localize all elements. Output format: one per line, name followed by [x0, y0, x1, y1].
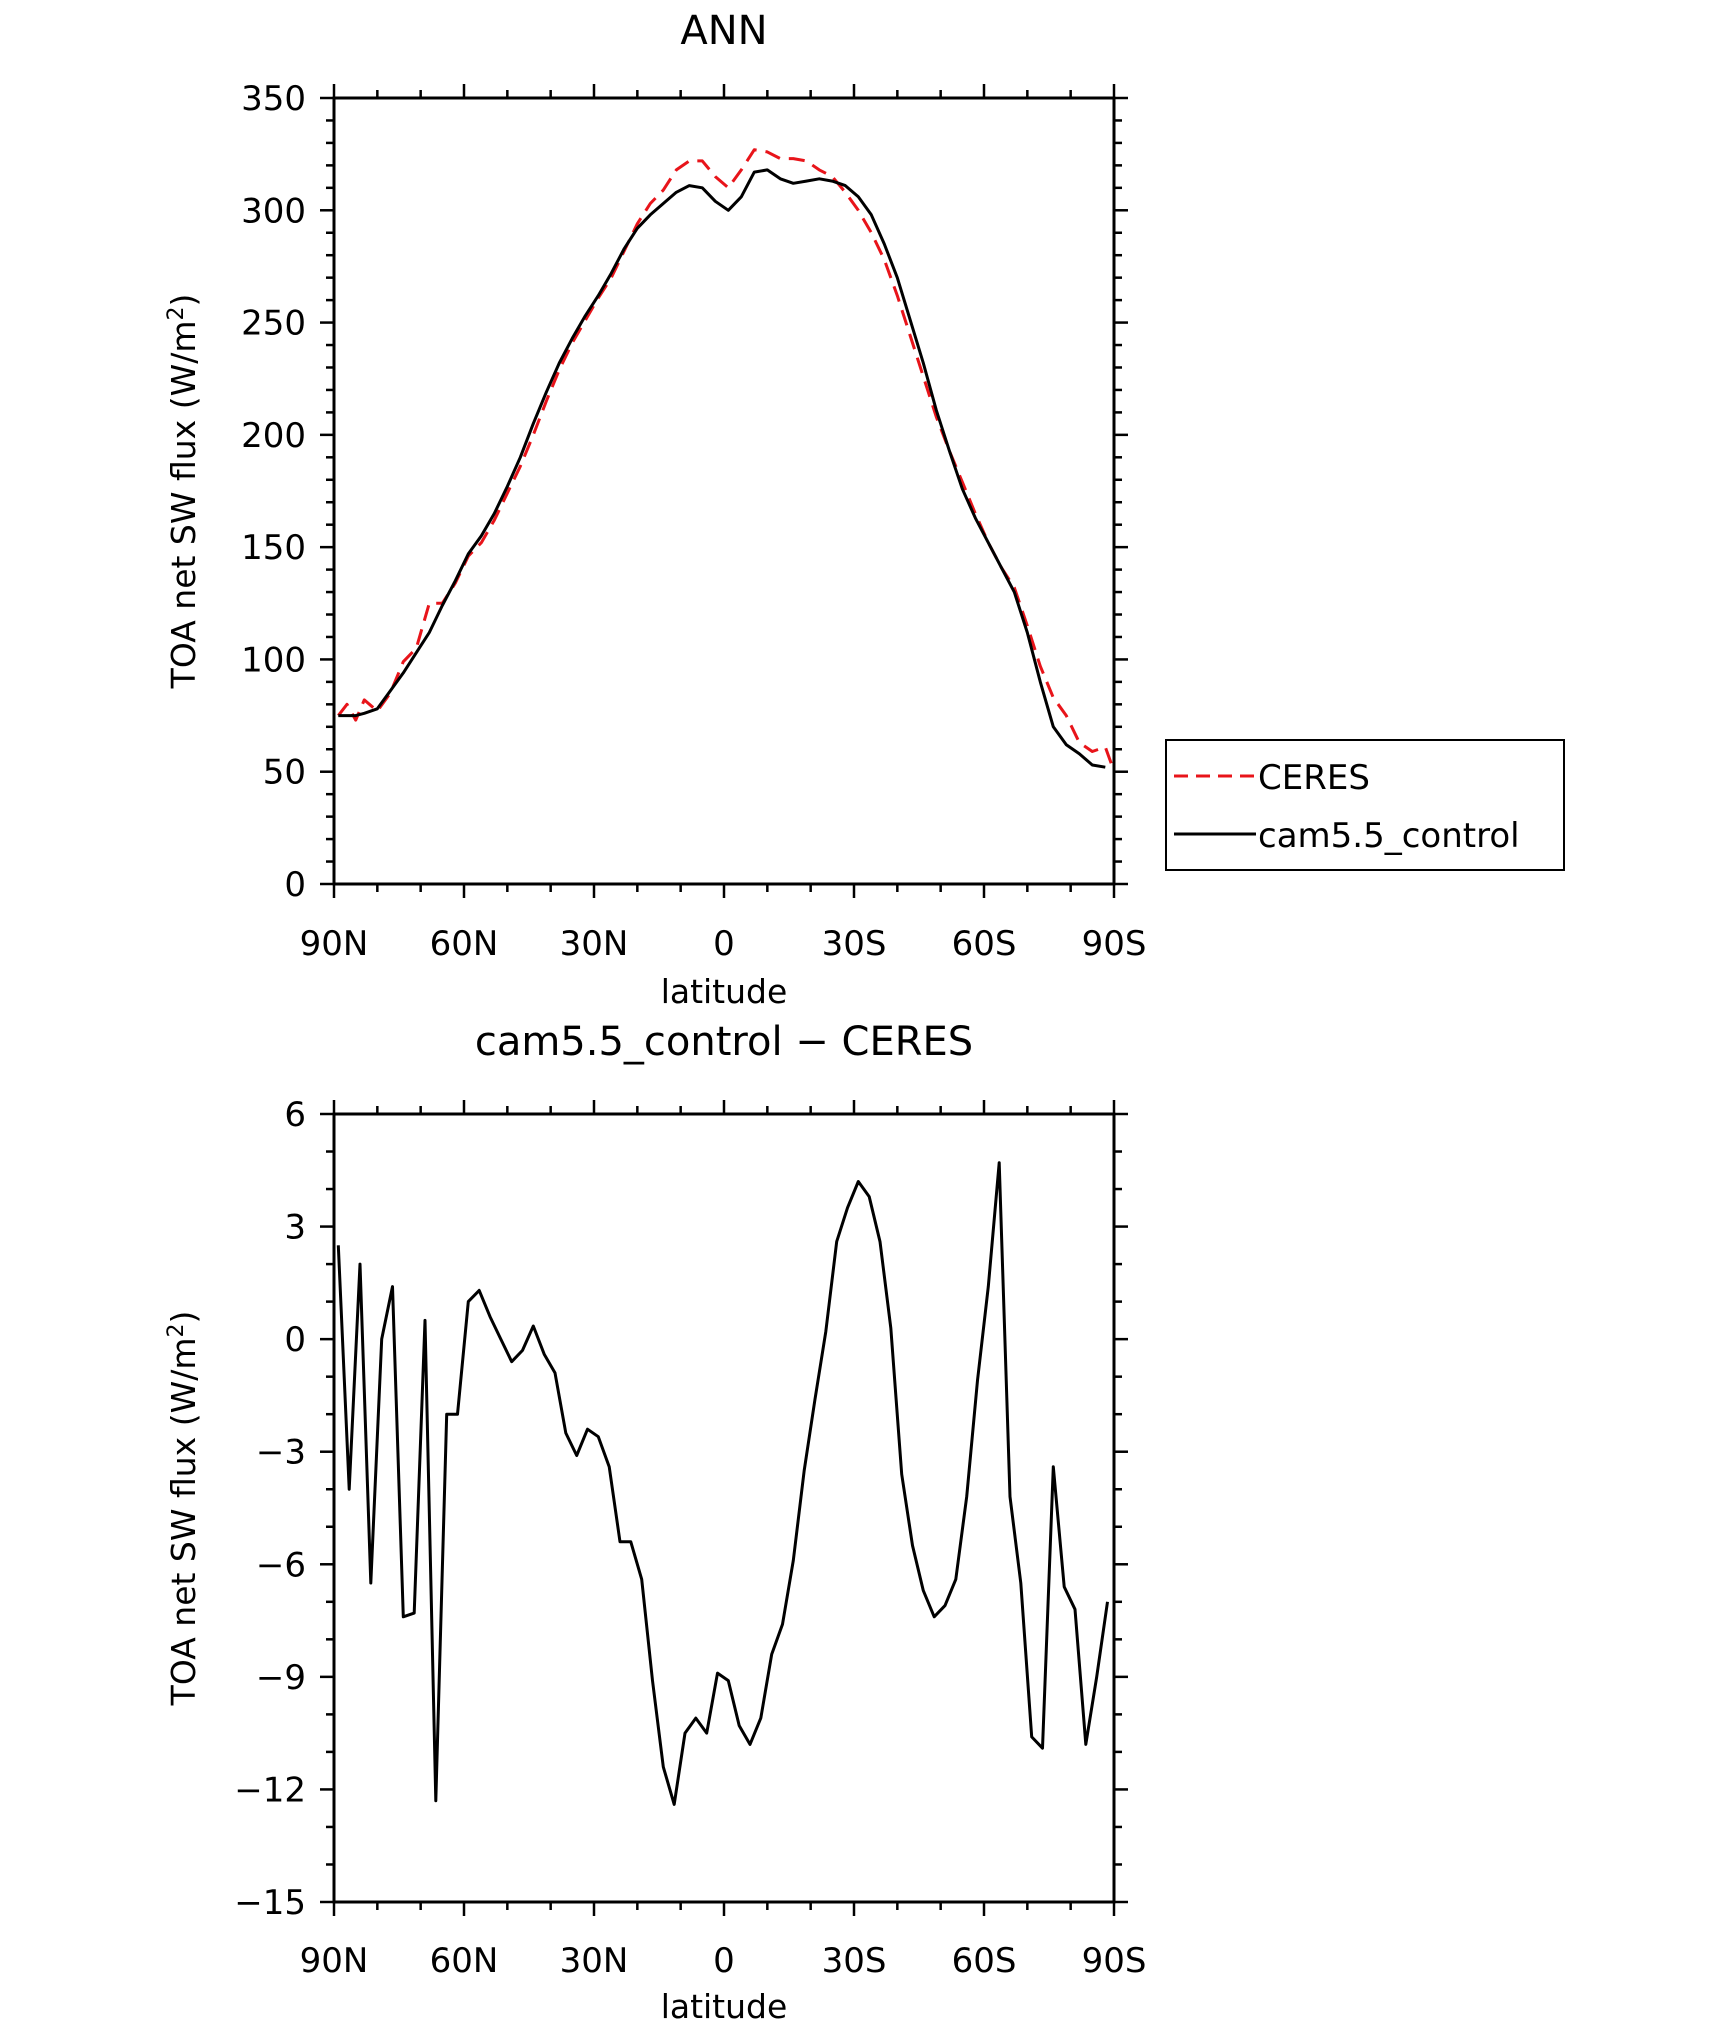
x-axis-label: latitude	[661, 972, 788, 1011]
x-tick-label: 90S	[1082, 924, 1147, 964]
y-tick-label: 6	[284, 1095, 306, 1135]
x-tick-label: 60S	[952, 1941, 1017, 1981]
x-tick-label: 30S	[822, 1941, 887, 1981]
y-tick-label: 0	[284, 865, 306, 905]
x-tick-label: 0	[713, 1941, 735, 1981]
series-line-ceres	[338, 150, 1112, 765]
y-axis-label-close: )	[164, 294, 203, 307]
x-tick-label: 90N	[300, 1941, 369, 1981]
y-axis-label-text: TOA net SW flux (W/m	[164, 321, 203, 690]
x-tick-label: 30N	[560, 1941, 629, 1981]
y-tick-label: 300	[241, 191, 306, 231]
y-tick-label: −3	[256, 1433, 306, 1473]
x-tick-label: 90N	[300, 924, 369, 964]
x-tick-label: 90S	[1082, 1941, 1147, 1981]
x-tick-label: 30N	[560, 924, 629, 964]
chart-title: ANN	[680, 8, 767, 54]
y-tick-label: −6	[256, 1545, 306, 1585]
y-tick-label: 100	[241, 640, 306, 680]
chart-title: cam5.5_control − CERES	[475, 1019, 973, 1065]
x-tick-label: 30S	[822, 924, 887, 964]
y-axis-label-superscript: 2	[164, 1324, 189, 1338]
y-tick-label: 0	[284, 1320, 306, 1360]
legend-label: CERES	[1258, 758, 1370, 798]
y-tick-label: −15	[234, 1883, 306, 1923]
y-tick-label: 150	[241, 528, 306, 568]
y-tick-label: 250	[241, 304, 306, 344]
y-tick-label: 200	[241, 416, 306, 456]
x-tick-label: 0	[713, 924, 735, 964]
y-axis-label: TOA net SW flux (W/m2)	[164, 294, 203, 690]
x-tick-label: 60N	[430, 924, 499, 964]
y-tick-label: −9	[256, 1658, 306, 1698]
y-tick-label: 350	[241, 79, 306, 119]
y-axis-label-close: )	[164, 1311, 203, 1324]
plot-frame	[334, 1114, 1114, 1902]
x-tick-label: 60S	[952, 924, 1017, 964]
y-tick-label: 3	[284, 1208, 306, 1248]
series-line-cam5-5-control	[338, 170, 1105, 767]
x-axis-label: latitude	[661, 1987, 788, 2021]
x-tick-label: 60N	[430, 1941, 499, 1981]
y-axis-label: TOA net SW flux (W/m2)	[164, 1311, 203, 1707]
plot-frame	[334, 98, 1114, 884]
y-axis-label-superscript: 2	[164, 307, 189, 321]
y-tick-label: −12	[234, 1770, 306, 1810]
legend-label: cam5.5_control	[1258, 816, 1520, 856]
y-axis-label-text: TOA net SW flux (W/m	[164, 1338, 203, 1707]
series-line-difference	[338, 1163, 1107, 1805]
y-tick-label: 50	[263, 753, 306, 793]
